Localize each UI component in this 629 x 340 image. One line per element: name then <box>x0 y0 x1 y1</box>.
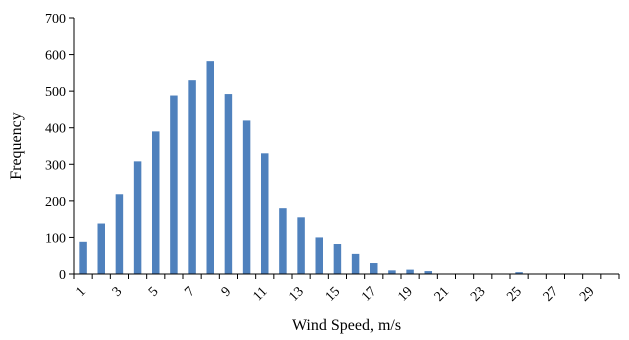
y-tick-label: 600 <box>45 49 66 64</box>
bar-11 <box>261 153 269 274</box>
bar-18 <box>388 270 396 274</box>
bar-25 <box>515 272 523 274</box>
x-tick-label: 27 <box>541 284 562 305</box>
x-tick-label: 9 <box>219 284 235 300</box>
x-tick-label: 5 <box>146 284 162 300</box>
bar-2 <box>97 223 105 274</box>
bar-6 <box>170 95 178 274</box>
x-tick-label: 1 <box>73 284 89 300</box>
y-axis-ticks: 0 100 200 300 400 500 600 700 <box>45 12 74 283</box>
y-tick-label: 700 <box>45 12 66 27</box>
x-tick-label: 29 <box>577 284 598 305</box>
x-tick-label: 17 <box>359 284 380 305</box>
x-tick-label: 23 <box>468 284 489 305</box>
bar-15 <box>333 244 342 274</box>
bar-14 <box>315 237 323 274</box>
x-tick-label: 11 <box>250 284 270 304</box>
x-tick-label: 3 <box>110 284 126 300</box>
bar-5 <box>152 131 160 274</box>
bar-4 <box>133 161 142 274</box>
y-tick-label: 200 <box>45 195 66 210</box>
bar-3 <box>115 194 124 274</box>
x-axis-title: Wind Speed, m/s <box>292 317 401 334</box>
bar-10 <box>242 120 251 275</box>
x-axis-ticks: 1 3 5 7 9 11 13 15 17 19 21 23 25 27 29 <box>73 274 620 305</box>
bar-8 <box>206 61 214 275</box>
bar-12 <box>279 208 287 274</box>
x-tick-label: 7 <box>182 284 198 300</box>
x-tick-label: 21 <box>432 284 453 305</box>
bar-13 <box>297 217 305 274</box>
bar-20 <box>424 271 432 274</box>
bar-17 <box>370 263 378 274</box>
bar-1 <box>79 241 87 274</box>
bar-16 <box>351 253 360 274</box>
x-tick-label: 25 <box>504 284 525 305</box>
bar-9 <box>224 94 233 274</box>
bars <box>79 61 523 275</box>
y-tick-label: 0 <box>59 268 66 283</box>
bar-7 <box>188 80 196 275</box>
bar-19 <box>406 269 414 274</box>
y-tick-label: 400 <box>45 122 66 137</box>
y-tick-label: 100 <box>45 231 66 246</box>
x-tick-label: 13 <box>286 284 307 305</box>
y-tick-label: 300 <box>45 158 66 173</box>
y-tick-label: 500 <box>45 85 66 100</box>
x-tick-label: 15 <box>323 284 344 305</box>
x-tick-label: 19 <box>395 284 416 305</box>
y-axis-title: Frequency <box>8 112 25 180</box>
